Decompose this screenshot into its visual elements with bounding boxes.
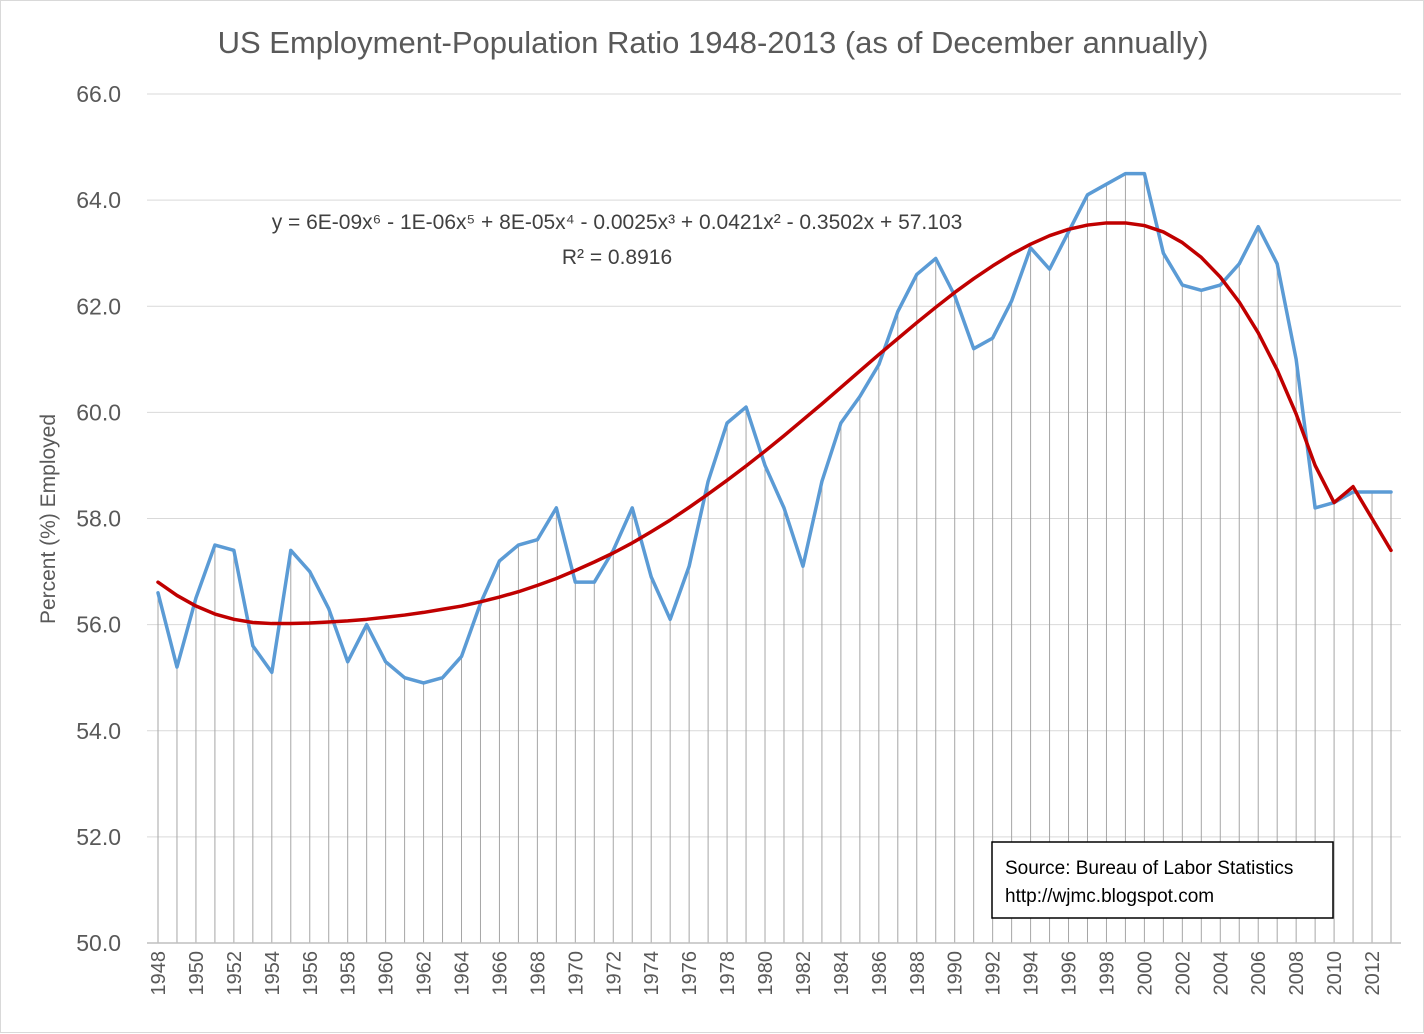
x-tick-label: 1980 bbox=[755, 951, 777, 996]
x-tick-label: 1978 bbox=[717, 951, 739, 996]
source-line-1: Source: Bureau of Labor Statistics bbox=[1005, 858, 1293, 879]
y-tick-label: 62.0 bbox=[76, 293, 121, 319]
employment-ratio-line bbox=[156, 171, 1393, 685]
x-tick-label: 1948 bbox=[148, 951, 170, 996]
x-tick-label: 1964 bbox=[452, 951, 474, 996]
x-tick-label: 1972 bbox=[603, 951, 625, 996]
x-tick-label: 1950 bbox=[186, 951, 208, 996]
y-tick-label: 64.0 bbox=[76, 187, 121, 213]
y-tick-label: 58.0 bbox=[76, 506, 121, 532]
x-tick-label: 1968 bbox=[527, 951, 549, 996]
chart-title: US Employment-Population Ratio 1948-2013… bbox=[218, 25, 1209, 60]
x-tick-label: 1962 bbox=[414, 951, 436, 996]
x-tick-label: 1998 bbox=[1096, 951, 1118, 996]
x-tick-label: 1954 bbox=[262, 951, 284, 996]
x-tick-label: 1982 bbox=[793, 951, 815, 996]
x-tick-label: 1952 bbox=[224, 951, 246, 996]
x-axis-ticks: 1948 1950 1952 1954 1956 1958 1960 1962 1964 1966… bbox=[148, 951, 1384, 996]
x-tick-label: 1988 bbox=[907, 951, 929, 996]
source-box-border bbox=[991, 841, 1334, 919]
y-tick-label: 54.0 bbox=[76, 718, 121, 744]
x-tick-label: 1976 bbox=[679, 951, 701, 996]
x-tick-label: 1966 bbox=[489, 951, 511, 996]
source-box: Source: Bureau of Labor Statistics http:… bbox=[991, 841, 1334, 919]
x-tick-label: 2012 bbox=[1362, 951, 1384, 996]
x-tick-label: 2002 bbox=[1172, 951, 1194, 996]
x-tick-label: 1996 bbox=[1059, 951, 1081, 996]
x-tick-label: 2000 bbox=[1134, 951, 1156, 996]
x-tick-label: 1994 bbox=[1021, 951, 1043, 996]
trendline-r-squared: R² = 0.8916 bbox=[562, 246, 672, 269]
y-tick-label: 66.0 bbox=[76, 81, 121, 107]
y-axis-ticks: 50.0 52.0 54.0 56.0 58.0 60.0 62.0 64.0 66.0 bbox=[76, 81, 121, 956]
y-tick-label: 56.0 bbox=[76, 612, 121, 638]
gridlines bbox=[147, 93, 1401, 838]
x-tick-label: 1990 bbox=[945, 951, 967, 996]
y-tick-label: 60.0 bbox=[76, 399, 121, 425]
x-tick-label: 1974 bbox=[641, 951, 663, 996]
trendline bbox=[156, 221, 1393, 626]
x-tick-label: 1970 bbox=[565, 951, 587, 996]
x-tick-label: 1960 bbox=[376, 951, 398, 996]
y-axis-label: Percent (%) Employed bbox=[37, 414, 60, 624]
trendline-equation: y = 6E-09x⁶ - 1E-06x⁵ + 8E-05x⁴ - 0.0025… bbox=[272, 211, 963, 234]
x-tick-label: 1956 bbox=[300, 951, 322, 996]
x-tick-label: 2010 bbox=[1324, 951, 1346, 996]
x-tick-label: 1958 bbox=[338, 951, 360, 996]
x-tick-label: 2004 bbox=[1210, 951, 1232, 996]
drop-lines bbox=[157, 173, 1392, 943]
source-line-2: http://wjmc.blogspot.com bbox=[1005, 886, 1214, 907]
x-tick-label: 2006 bbox=[1248, 951, 1270, 996]
y-tick-label: 50.0 bbox=[76, 930, 121, 956]
x-tick-label: 1984 bbox=[831, 951, 853, 996]
x-tick-label: 1992 bbox=[983, 951, 1005, 996]
series bbox=[156, 171, 1393, 685]
y-tick-label: 52.0 bbox=[76, 824, 121, 850]
x-tick-label: 2008 bbox=[1286, 951, 1308, 996]
x-tick-label: 1986 bbox=[869, 951, 891, 996]
